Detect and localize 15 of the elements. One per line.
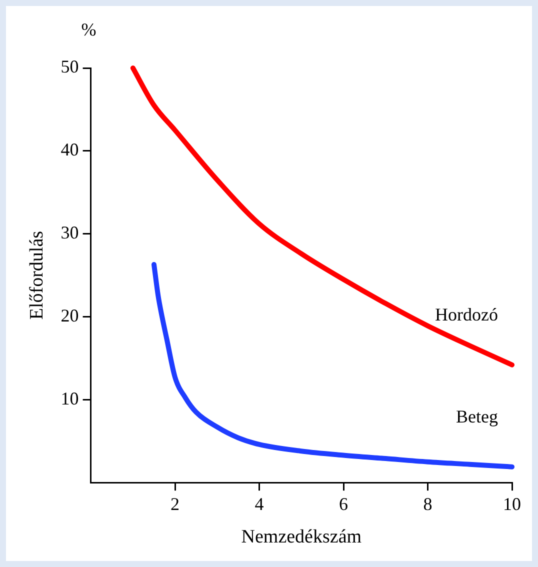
y-tick-label: 50: [60, 56, 79, 77]
x-tick-label: 2: [170, 494, 180, 514]
text: %: [81, 20, 96, 40]
y-tick-label: 10: [60, 388, 79, 408]
y-axis-title: Előfordulás: [26, 230, 48, 320]
x-tick-label: 4: [254, 494, 264, 514]
series-label: Hordozó: [435, 304, 498, 325]
y-tick-label: 30: [60, 222, 79, 243]
x-tick-label: 10: [503, 494, 521, 514]
x-tick-label: 6: [339, 494, 348, 514]
text: Beteg: [456, 406, 498, 427]
x-axis-title: Nemzedékszám: [241, 526, 362, 548]
x-tick-label: 8: [423, 494, 432, 514]
y-tick-label: 40: [60, 140, 79, 160]
y-tick-label: 20: [60, 305, 79, 326]
